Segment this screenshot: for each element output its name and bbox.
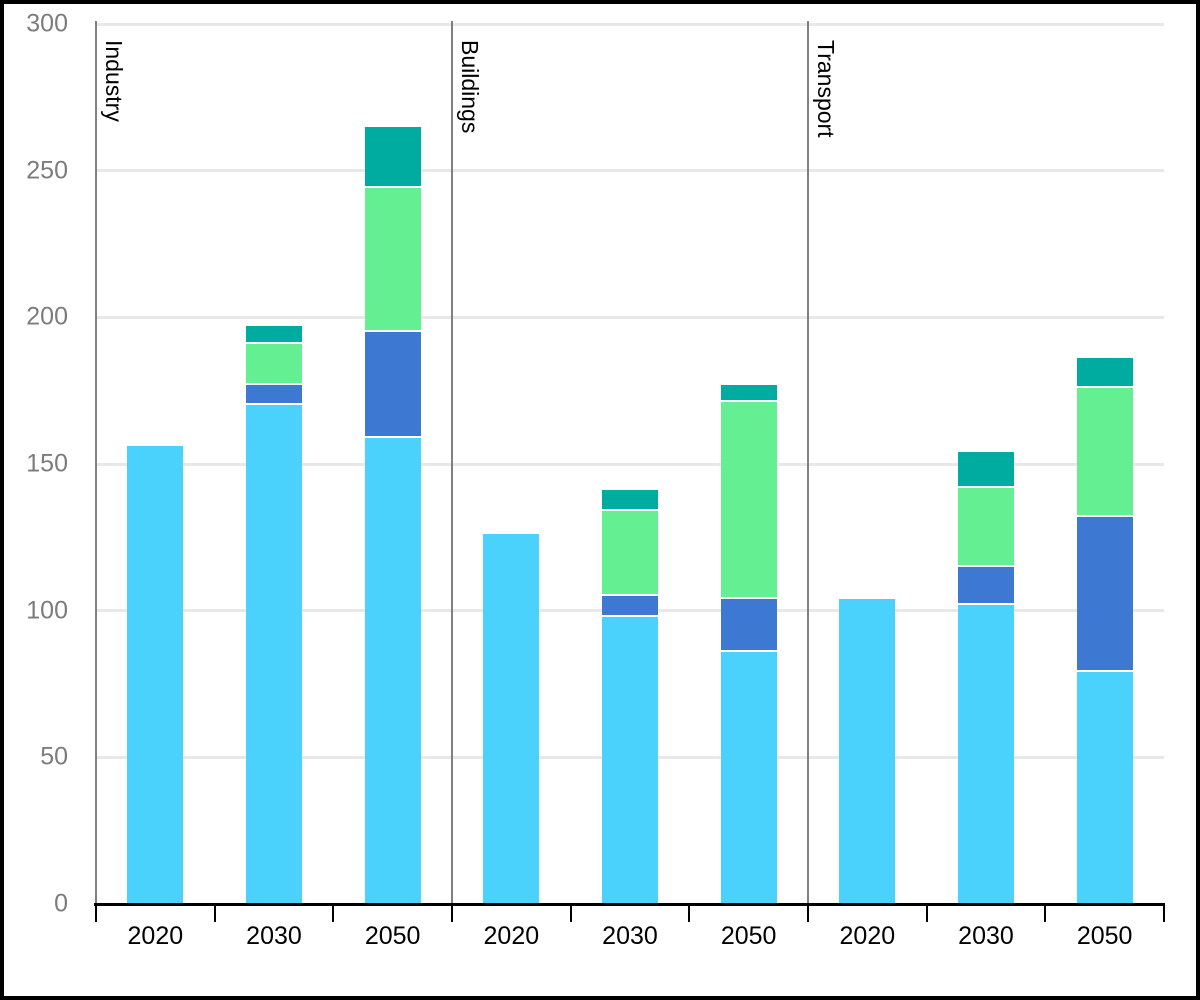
bar-segment-light-blue <box>957 604 1014 904</box>
bar-slot <box>215 24 334 904</box>
x-tick-label: 2030 <box>958 922 1014 950</box>
bar-stack <box>127 446 184 904</box>
bar-segment-royal-blue <box>245 384 302 406</box>
bar-segment-royal-blue <box>957 566 1014 605</box>
bar-stack <box>245 326 302 904</box>
bar-segment-light-green <box>601 510 658 597</box>
bar-stack <box>601 490 658 904</box>
bar-segment-teal <box>1076 358 1133 388</box>
group-label: Buildings <box>456 40 483 134</box>
bar-segment-teal <box>601 490 658 511</box>
x-axis-tick <box>95 906 97 922</box>
bar-stack <box>1076 358 1133 904</box>
bar-slot <box>571 24 690 904</box>
bar-slot <box>808 24 927 904</box>
group-separator <box>451 21 453 904</box>
y-tick-label: 50 <box>40 742 68 771</box>
x-axis-tick <box>569 906 572 922</box>
chart: 0 50 100 150 200 250 300 Industry Buildings Tran… <box>4 4 1196 996</box>
bar-segment-light-green <box>245 343 302 385</box>
y-tick-label: 150 <box>26 449 68 478</box>
bar-segment-light-blue <box>1076 672 1133 904</box>
bar-segment-light-blue <box>483 534 540 904</box>
x-axis-line <box>94 903 1165 906</box>
x-axis-tick <box>1044 906 1047 922</box>
bar-segment-royal-blue <box>720 598 777 652</box>
x-tick-label: 2050 <box>364 922 421 950</box>
x-axis-tick <box>807 906 809 922</box>
bar-segment-teal <box>245 326 302 344</box>
bar-stack <box>364 126 421 904</box>
bar-segment-teal <box>720 384 777 403</box>
y-axis-labels: 0 50 100 150 200 250 300 <box>4 4 68 996</box>
x-tick-label: 2050 <box>720 922 777 950</box>
group-label: Industry <box>101 40 127 122</box>
x-tick-label: 2030 <box>602 922 658 950</box>
gridline <box>96 462 1164 466</box>
x-tick-label: 2030 <box>246 922 302 950</box>
bar-stack <box>483 534 540 904</box>
bar-slot <box>333 24 452 904</box>
bar-segment-teal <box>364 126 421 189</box>
x-axis-tick <box>332 906 335 922</box>
bar-segment-light-blue <box>601 616 658 904</box>
bar-slot <box>96 24 215 904</box>
bar-slot <box>689 24 808 904</box>
y-tick-label: 0 <box>54 889 68 918</box>
x-axis-tick <box>213 906 216 922</box>
y-tick-label: 100 <box>26 596 68 625</box>
bar-stack <box>957 452 1014 904</box>
bar-segment-teal <box>957 452 1014 488</box>
bar-segment-light-green <box>1076 387 1133 517</box>
y-tick-label: 250 <box>26 156 68 185</box>
y-tick-label: 300 <box>26 9 68 38</box>
gridline <box>96 169 1164 173</box>
bar-slot <box>452 24 571 904</box>
gridline <box>96 315 1164 319</box>
group-label: Transport <box>812 40 839 138</box>
x-tick-label: 2020 <box>483 922 540 950</box>
y-axis-line <box>95 21 97 904</box>
x-tick-label: 2050 <box>1076 922 1133 950</box>
x-tick-label: 2020 <box>127 922 184 950</box>
bar-slot <box>927 24 1046 904</box>
gridline <box>96 22 1164 26</box>
bar-segment-light-blue <box>839 598 896 904</box>
plot-area: Industry Buildings Transport 2020 2030 2050 2… <box>94 21 1165 950</box>
bar-segment-royal-blue <box>364 332 421 438</box>
y-tick-label: 200 <box>26 302 68 331</box>
bar-segment-light-blue <box>720 651 777 904</box>
x-axis-tick <box>1163 906 1165 922</box>
bar-segment-light-blue <box>127 446 184 904</box>
bar-slot <box>1045 24 1164 904</box>
bar-stack <box>839 598 896 904</box>
bar-segment-light-blue <box>364 437 421 904</box>
x-axis-tick <box>451 906 453 922</box>
bar-segment-light-green <box>720 402 777 599</box>
x-tick-label: 2020 <box>839 922 896 950</box>
bar-stack <box>720 384 777 904</box>
bar-segment-royal-blue <box>601 596 658 617</box>
bar-segment-light-blue <box>245 405 302 904</box>
bar-segment-light-green <box>364 188 421 333</box>
bar-segment-light-green <box>957 487 1014 567</box>
group-separator <box>807 21 809 904</box>
x-axis-tick <box>688 906 691 922</box>
x-axis-tick <box>925 906 928 922</box>
bar-segment-royal-blue <box>1076 516 1133 673</box>
